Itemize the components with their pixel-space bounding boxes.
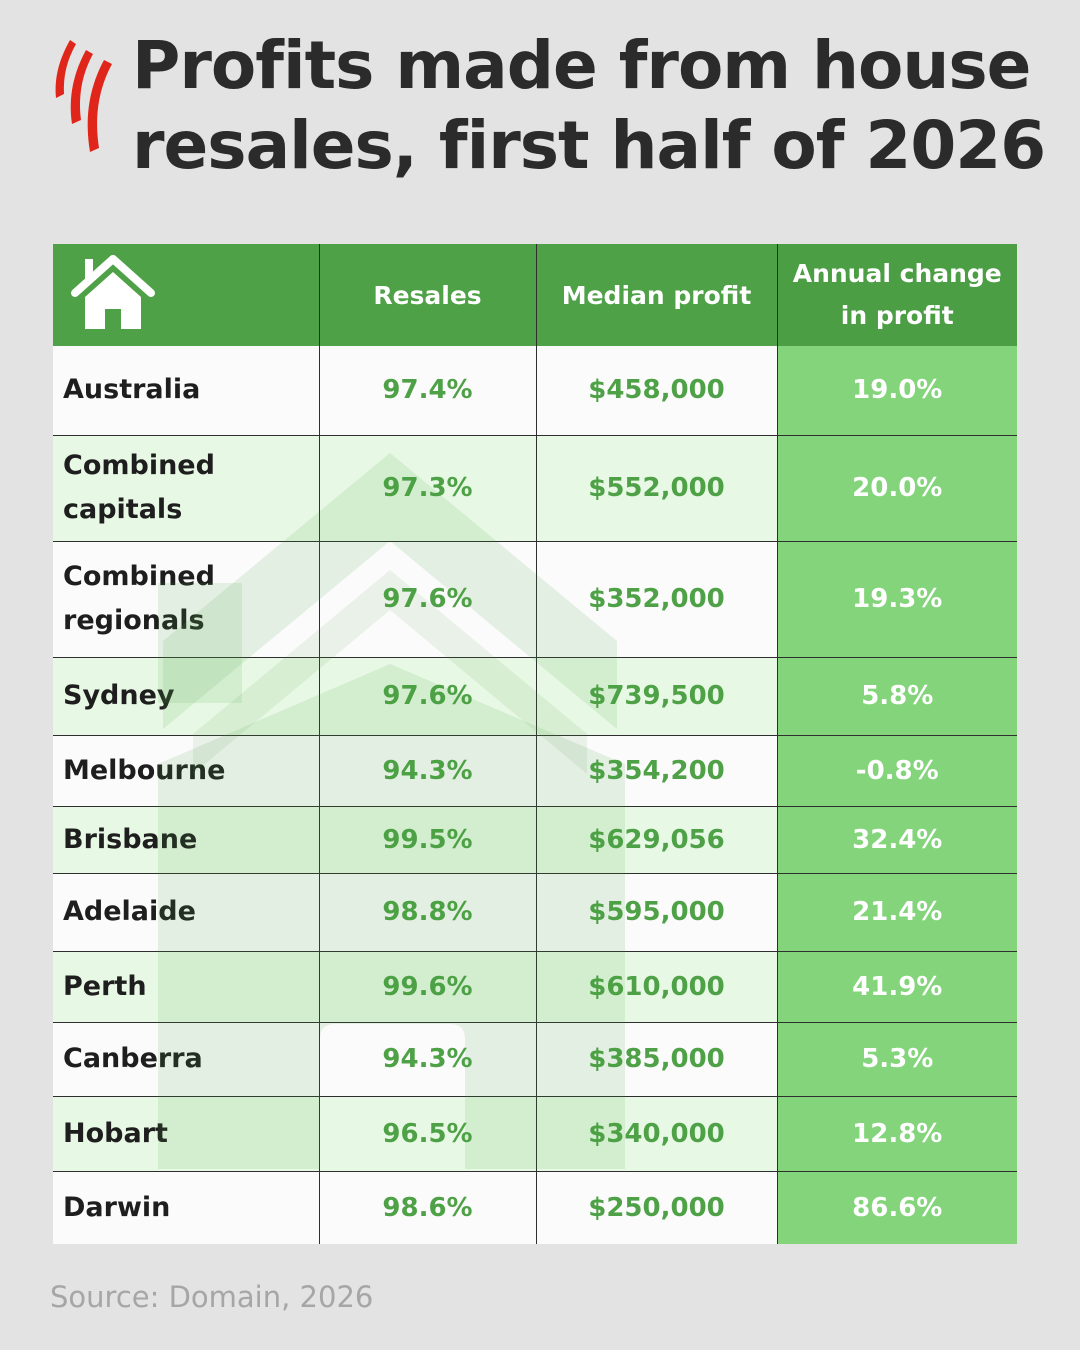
- resales-cell: 97.4%: [319, 346, 537, 435]
- annual-change-cell: 12.8%: [777, 1095, 1017, 1171]
- data-table: Resales Median profit Annual change in p…: [53, 244, 1017, 1244]
- header-median-profit: Median profit: [536, 244, 778, 346]
- data-table-container: Resales Median profit Annual change in p…: [53, 244, 1017, 1244]
- annual-change-cell: 86.6%: [777, 1170, 1017, 1244]
- table-row: Combined capitals 97.3% $552,000 20.0%: [53, 434, 1017, 541]
- house-icon: [71, 255, 155, 329]
- annual-change-cell: 5.3%: [777, 1021, 1017, 1096]
- resales-cell: 99.5%: [319, 805, 537, 873]
- median-profit-cell: $739,500: [536, 656, 778, 735]
- annual-change-cell: -0.8%: [777, 734, 1017, 806]
- annual-change-cell: 32.4%: [777, 805, 1017, 873]
- resales-cell: 96.5%: [319, 1095, 537, 1171]
- region-cell: Perth: [53, 950, 320, 1022]
- median-profit-cell: $610,000: [536, 950, 778, 1022]
- resales-cell: 97.3%: [319, 434, 537, 541]
- resales-cell: 97.6%: [319, 656, 537, 735]
- region-cell: Australia: [53, 346, 320, 435]
- resales-cell: 97.6%: [319, 540, 537, 657]
- region-cell: Melbourne: [53, 734, 320, 806]
- table-body: Australia 97.4% $458,000 19.0% Combined …: [53, 346, 1017, 1244]
- table-row: Sydney 97.6% $739,500 5.8%: [53, 656, 1017, 735]
- annual-change-cell: 19.0%: [777, 346, 1017, 435]
- resales-cell: 99.6%: [319, 950, 537, 1022]
- region-cell: Sydney: [53, 656, 320, 735]
- table-row: Adelaide 98.8% $595,000 21.4%: [53, 872, 1017, 951]
- table-row: Combined regionals 97.6% $352,000 19.3%: [53, 540, 1017, 657]
- annual-change-cell: 20.0%: [777, 434, 1017, 541]
- region-cell: Darwin: [53, 1170, 320, 1244]
- median-profit-cell: $354,200: [536, 734, 778, 806]
- annual-change-cell: 5.8%: [777, 656, 1017, 735]
- region-cell: Hobart: [53, 1095, 320, 1171]
- annual-change-cell: 41.9%: [777, 950, 1017, 1022]
- resales-cell: 98.8%: [319, 872, 537, 951]
- region-cell: Combined regionals: [53, 540, 320, 657]
- region-cell: Adelaide: [53, 872, 320, 951]
- table-row: Brisbane 99.5% $629,056 32.4%: [53, 805, 1017, 873]
- table-row: Australia 97.4% $458,000 19.0%: [53, 346, 1017, 435]
- sbs-logo-icon: [55, 40, 112, 152]
- median-profit-cell: $385,000: [536, 1021, 778, 1096]
- region-cell: Brisbane: [53, 805, 320, 873]
- source-note: Source: Domain, 2026: [50, 1280, 374, 1314]
- median-profit-cell: $352,000: [536, 540, 778, 657]
- resales-cell: 94.3%: [319, 734, 537, 806]
- header-resales: Resales: [319, 244, 537, 346]
- table-row: Hobart 96.5% $340,000 12.8%: [53, 1095, 1017, 1171]
- median-profit-cell: $250,000: [536, 1170, 778, 1244]
- median-profit-cell: $340,000: [536, 1095, 778, 1171]
- annual-change-cell: 19.3%: [777, 540, 1017, 657]
- header-annual-change-line-2: in profit: [840, 301, 954, 330]
- table-row: Perth 99.6% $610,000 41.9%: [53, 950, 1017, 1022]
- region-cell: Combined capitals: [53, 434, 320, 541]
- chart-title: Profits made from house resales, first h…: [132, 26, 1052, 186]
- header-icon-cell: [53, 244, 320, 346]
- median-profit-cell: $458,000: [536, 346, 778, 435]
- median-profit-cell: $629,056: [536, 805, 778, 873]
- header-row: Resales Median profit Annual change in p…: [53, 244, 1017, 346]
- annual-change-cell: 21.4%: [777, 872, 1017, 951]
- table-row: Melbourne 94.3% $354,200 -0.8%: [53, 734, 1017, 806]
- resales-cell: 98.6%: [319, 1170, 537, 1244]
- median-profit-cell: $552,000: [536, 434, 778, 541]
- table-row: Canberra 94.3% $385,000 5.3%: [53, 1021, 1017, 1096]
- title-line-2: resales, first half of 2026: [132, 107, 1046, 184]
- header-annual-change-line-1: Annual change: [792, 259, 1002, 288]
- header-annual-change: Annual change in profit: [777, 244, 1017, 346]
- region-cell: Canberra: [53, 1021, 320, 1096]
- title-line-1: Profits made from house: [132, 27, 1031, 104]
- median-profit-cell: $595,000: [536, 872, 778, 951]
- resales-cell: 94.3%: [319, 1021, 537, 1096]
- table-row: Darwin 98.6% $250,000 86.6%: [53, 1170, 1017, 1244]
